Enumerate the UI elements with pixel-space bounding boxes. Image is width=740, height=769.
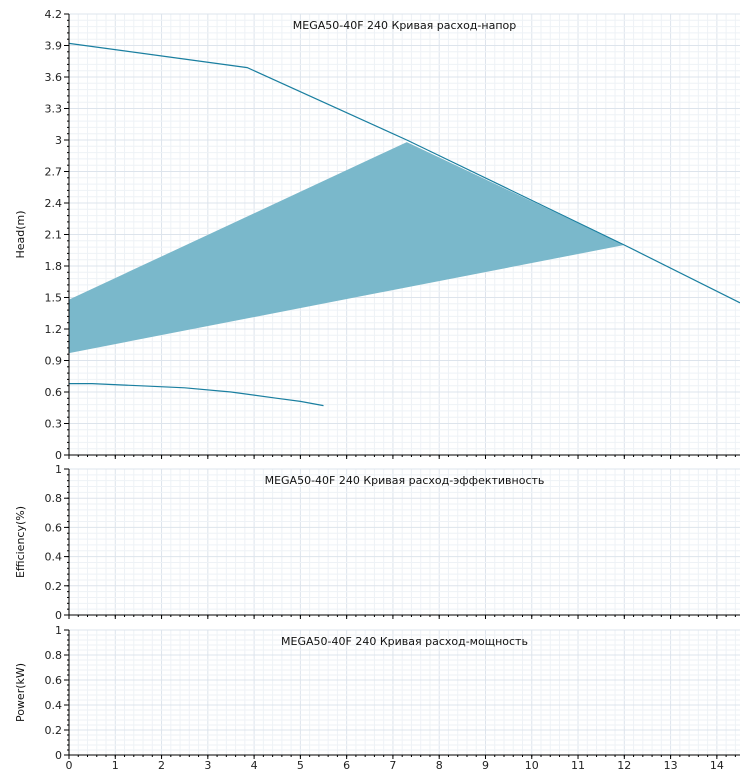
y-tick-label: 0.4 (45, 551, 63, 564)
y-tick-label: 1 (55, 624, 62, 637)
y-tick-label: 0.6 (45, 521, 63, 534)
y-tick-label: 0.2 (45, 580, 63, 593)
y-tick-label: 4.2 (45, 8, 63, 21)
x-tick-label: 14 (710, 759, 724, 769)
y-tick-label: 0.6 (45, 386, 63, 399)
chart-title: MEGA50-40F 240 Кривая расход-мощность (281, 635, 528, 648)
y-tick-label: 2.7 (45, 166, 63, 179)
x-tick-label: 12 (617, 759, 631, 769)
y-tick-label: 1.5 (45, 292, 63, 305)
y-tick-label: 0.9 (45, 355, 63, 368)
x-tick-label: 13 (664, 759, 678, 769)
y-tick-label: 0 (55, 749, 62, 762)
x-tick-label: 9 (482, 759, 489, 769)
y-tick-label: 3.3 (45, 103, 63, 116)
y-tick-label: 2.4 (45, 197, 63, 210)
chart-title: MEGA50-40F 240 Кривая расход-напор (293, 19, 516, 32)
y-axis-label: Head(m) (14, 210, 27, 258)
operating-range-area (69, 142, 625, 354)
y-axis-label: Efficiency(%) (14, 506, 27, 578)
chart-title: MEGA50-40F 240 Кривая расход-эффективнос… (265, 474, 545, 487)
y-tick-label: 0.6 (45, 674, 63, 687)
x-tick-label: 7 (389, 759, 396, 769)
x-tick-label: 10 (525, 759, 539, 769)
x-tick-label: 4 (251, 759, 258, 769)
y-tick-label: 1.2 (45, 323, 63, 336)
y-tick-label: 2.1 (45, 229, 63, 242)
x-tick-label: 11 (571, 759, 585, 769)
y-tick-label: 0.4 (45, 699, 63, 712)
y-tick-label: 1.8 (45, 260, 63, 273)
x-tick-label: 3 (204, 759, 211, 769)
y-tick-label: 0.2 (45, 724, 63, 737)
y-tick-label: 3 (55, 134, 62, 147)
y-tick-label: 3.6 (45, 71, 63, 84)
x-tick-label: 8 (436, 759, 443, 769)
x-tick-label: 6 (343, 759, 350, 769)
x-tick-label: 0 (66, 759, 73, 769)
x-tick-label: 5 (297, 759, 304, 769)
x-tick-label: 2 (158, 759, 165, 769)
y-tick-label: 0 (55, 449, 62, 462)
x-tick-label: 1 (112, 759, 119, 769)
y-tick-label: 0 (55, 609, 62, 622)
head-curve-line (68, 42, 740, 304)
y-tick-label: 3.9 (45, 40, 63, 53)
y-tick-label: 0.8 (45, 649, 63, 662)
y-tick-label: 0.8 (45, 492, 63, 505)
y-tick-label: 1 (55, 463, 62, 476)
y-tick-label: 0.3 (45, 418, 63, 431)
secondary-curve-line (69, 383, 324, 407)
y-axis-label: Power(kW) (14, 663, 27, 722)
